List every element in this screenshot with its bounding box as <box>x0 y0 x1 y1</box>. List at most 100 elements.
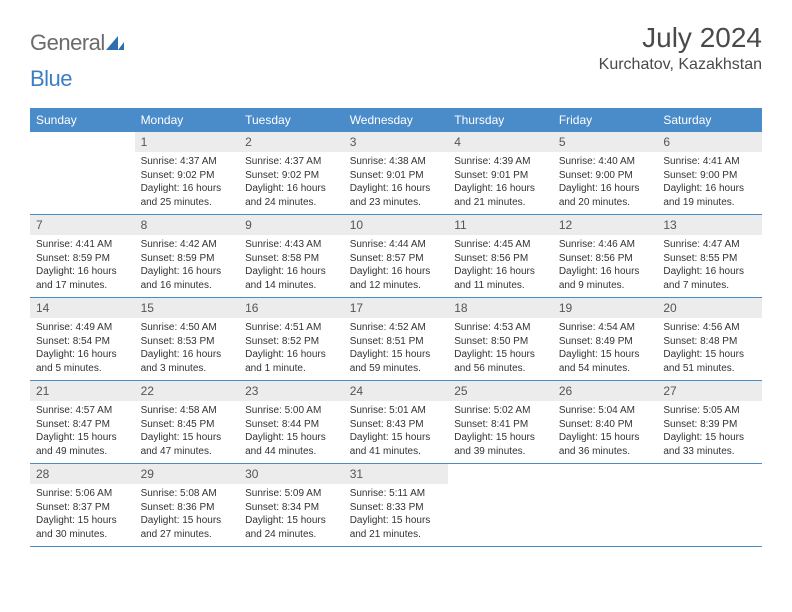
sunset-text: Sunset: 8:50 PM <box>454 335 547 349</box>
sunset-text: Sunset: 8:41 PM <box>454 418 547 432</box>
day-number: 19 <box>553 298 658 318</box>
sunrise-text: Sunrise: 4:37 AM <box>141 155 234 169</box>
day-number: 31 <box>344 464 449 484</box>
sunrise-text: Sunrise: 4:46 AM <box>559 238 652 252</box>
sunset-text: Sunset: 8:58 PM <box>245 252 338 266</box>
sunrise-text: Sunrise: 4:54 AM <box>559 321 652 335</box>
daylight-text-1: Daylight: 16 hours <box>350 182 443 196</box>
calendar-week-row: 21Sunrise: 4:57 AMSunset: 8:47 PMDayligh… <box>30 381 762 464</box>
day-details: Sunrise: 5:02 AMSunset: 8:41 PMDaylight:… <box>448 401 553 462</box>
daylight-text-1: Daylight: 15 hours <box>245 514 338 528</box>
calendar-day-cell <box>553 464 658 547</box>
daylight-text-1: Daylight: 16 hours <box>141 348 234 362</box>
day-details: Sunrise: 4:47 AMSunset: 8:55 PMDaylight:… <box>657 235 762 296</box>
weekday-header: Tuesday <box>239 108 344 132</box>
daylight-text-1: Daylight: 16 hours <box>663 182 756 196</box>
calendar-table: Sunday Monday Tuesday Wednesday Thursday… <box>30 108 762 547</box>
calendar-day-cell: 4Sunrise: 4:39 AMSunset: 9:01 PMDaylight… <box>448 132 553 215</box>
daylight-text-1: Daylight: 15 hours <box>141 431 234 445</box>
day-number: 20 <box>657 298 762 318</box>
sunrise-text: Sunrise: 4:47 AM <box>663 238 756 252</box>
month-title: July 2024 <box>599 22 762 54</box>
daylight-text-1: Daylight: 16 hours <box>663 265 756 279</box>
sunset-text: Sunset: 8:53 PM <box>141 335 234 349</box>
daylight-text-1: Daylight: 16 hours <box>245 348 338 362</box>
sunrise-text: Sunrise: 4:43 AM <box>245 238 338 252</box>
sunrise-text: Sunrise: 4:56 AM <box>663 321 756 335</box>
day-number: 13 <box>657 215 762 235</box>
daylight-text-2: and 54 minutes. <box>559 362 652 376</box>
day-number: 12 <box>553 215 658 235</box>
day-number: 23 <box>239 381 344 401</box>
sunrise-text: Sunrise: 4:49 AM <box>36 321 129 335</box>
sunrise-text: Sunrise: 5:05 AM <box>663 404 756 418</box>
calendar-day-cell: 11Sunrise: 4:45 AMSunset: 8:56 PMDayligh… <box>448 215 553 298</box>
calendar-day-cell: 31Sunrise: 5:11 AMSunset: 8:33 PMDayligh… <box>344 464 449 547</box>
day-number: 22 <box>135 381 240 401</box>
daylight-text-1: Daylight: 15 hours <box>559 431 652 445</box>
weekday-header: Sunday <box>30 108 135 132</box>
day-number: 3 <box>344 132 449 152</box>
calendar-day-cell: 29Sunrise: 5:08 AMSunset: 8:36 PMDayligh… <box>135 464 240 547</box>
day-details: Sunrise: 4:42 AMSunset: 8:59 PMDaylight:… <box>135 235 240 296</box>
day-number: 6 <box>657 132 762 152</box>
day-details: Sunrise: 4:38 AMSunset: 9:01 PMDaylight:… <box>344 152 449 213</box>
sunrise-text: Sunrise: 4:44 AM <box>350 238 443 252</box>
day-number: 25 <box>448 381 553 401</box>
day-number: 7 <box>30 215 135 235</box>
daylight-text-1: Daylight: 16 hours <box>559 182 652 196</box>
daylight-text-2: and 11 minutes. <box>454 279 547 293</box>
weekday-header: Saturday <box>657 108 762 132</box>
sunset-text: Sunset: 8:59 PM <box>141 252 234 266</box>
day-number: 2 <box>239 132 344 152</box>
sunset-text: Sunset: 8:57 PM <box>350 252 443 266</box>
day-number: 24 <box>344 381 449 401</box>
daylight-text-2: and 9 minutes. <box>559 279 652 293</box>
sunrise-text: Sunrise: 4:58 AM <box>141 404 234 418</box>
calendar-day-cell: 2Sunrise: 4:37 AMSunset: 9:02 PMDaylight… <box>239 132 344 215</box>
daylight-text-1: Daylight: 15 hours <box>454 431 547 445</box>
sunset-text: Sunset: 8:34 PM <box>245 501 338 515</box>
daylight-text-2: and 20 minutes. <box>559 196 652 210</box>
day-number: 5 <box>553 132 658 152</box>
calendar-day-cell: 20Sunrise: 4:56 AMSunset: 8:48 PMDayligh… <box>657 298 762 381</box>
day-number: 16 <box>239 298 344 318</box>
day-number: 4 <box>448 132 553 152</box>
day-details: Sunrise: 4:43 AMSunset: 8:58 PMDaylight:… <box>239 235 344 296</box>
daylight-text-2: and 5 minutes. <box>36 362 129 376</box>
calendar-day-cell: 26Sunrise: 5:04 AMSunset: 8:40 PMDayligh… <box>553 381 658 464</box>
daylight-text-1: Daylight: 15 hours <box>36 431 129 445</box>
calendar-week-row: 14Sunrise: 4:49 AMSunset: 8:54 PMDayligh… <box>30 298 762 381</box>
daylight-text-2: and 56 minutes. <box>454 362 547 376</box>
daylight-text-1: Daylight: 15 hours <box>663 431 756 445</box>
calendar-day-cell: 7Sunrise: 4:41 AMSunset: 8:59 PMDaylight… <box>30 215 135 298</box>
calendar-day-cell: 19Sunrise: 4:54 AMSunset: 8:49 PMDayligh… <box>553 298 658 381</box>
day-number: 9 <box>239 215 344 235</box>
calendar-day-cell: 22Sunrise: 4:58 AMSunset: 8:45 PMDayligh… <box>135 381 240 464</box>
sunrise-text: Sunrise: 5:09 AM <box>245 487 338 501</box>
calendar-week-row: 1Sunrise: 4:37 AMSunset: 9:02 PMDaylight… <box>30 132 762 215</box>
day-details: Sunrise: 4:54 AMSunset: 8:49 PMDaylight:… <box>553 318 658 379</box>
day-details: Sunrise: 4:52 AMSunset: 8:51 PMDaylight:… <box>344 318 449 379</box>
daylight-text-2: and 47 minutes. <box>141 445 234 459</box>
weekday-header: Friday <box>553 108 658 132</box>
daylight-text-1: Daylight: 16 hours <box>245 182 338 196</box>
daylight-text-2: and 44 minutes. <box>245 445 338 459</box>
calendar-day-cell: 21Sunrise: 4:57 AMSunset: 8:47 PMDayligh… <box>30 381 135 464</box>
day-details: Sunrise: 4:37 AMSunset: 9:02 PMDaylight:… <box>239 152 344 213</box>
calendar-day-cell: 5Sunrise: 4:40 AMSunset: 9:00 PMDaylight… <box>553 132 658 215</box>
calendar-day-cell: 17Sunrise: 4:52 AMSunset: 8:51 PMDayligh… <box>344 298 449 381</box>
sunset-text: Sunset: 8:56 PM <box>454 252 547 266</box>
sunset-text: Sunset: 9:01 PM <box>454 169 547 183</box>
day-number: 18 <box>448 298 553 318</box>
weekday-header-row: Sunday Monday Tuesday Wednesday Thursday… <box>30 108 762 132</box>
calendar-day-cell: 6Sunrise: 4:41 AMSunset: 9:00 PMDaylight… <box>657 132 762 215</box>
daylight-text-2: and 30 minutes. <box>36 528 129 542</box>
day-details: Sunrise: 5:01 AMSunset: 8:43 PMDaylight:… <box>344 401 449 462</box>
daylight-text-2: and 36 minutes. <box>559 445 652 459</box>
calendar-day-cell <box>448 464 553 547</box>
sunset-text: Sunset: 8:56 PM <box>559 252 652 266</box>
day-details: Sunrise: 4:45 AMSunset: 8:56 PMDaylight:… <box>448 235 553 296</box>
day-details: Sunrise: 4:49 AMSunset: 8:54 PMDaylight:… <box>30 318 135 379</box>
logo-text-blue: Blue <box>30 66 72 91</box>
